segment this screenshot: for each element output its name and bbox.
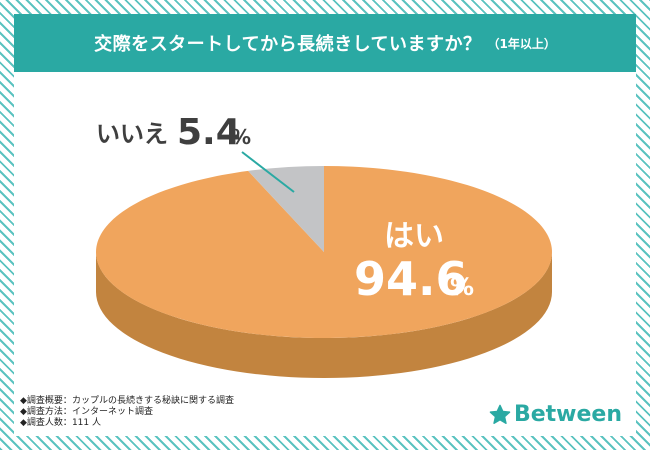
methodology-notes: ◆調査概要：カップルの長続きする秘訣に関する調査 ◆調査方法：インターネット調査… (20, 396, 234, 429)
yes-slice-value-label: 94.6 (354, 252, 468, 306)
chart-title: 交際をスタートしてから長続きしていますか？ (94, 34, 482, 55)
no-slice-label: いいえ 5.4 % (96, 112, 251, 153)
chart-title-note: （1年以上） (487, 36, 556, 51)
methodology-row: ◆調査方法：インターネット調査 (20, 407, 153, 417)
no-slice-category-label: いいえ (96, 120, 168, 148)
infographic-card: 交際をスタートしてから長続きしていますか？ （1年以上） いいえ 5.4 % は… (14, 14, 636, 436)
pie-slice-no (248, 166, 324, 252)
pie-chart: いいえ 5.4 % はい 94.6 % (96, 112, 553, 378)
pie-slices (96, 166, 553, 378)
title-bar: 交際をスタートしてから長続きしていますか？ （1年以上） (14, 14, 636, 72)
yes-slice-category-label: はい (384, 219, 444, 254)
methodology-value: 111 人 (71, 418, 101, 428)
pie-slice-yes (96, 166, 553, 338)
methodology-label: ◆調査概要 (20, 396, 63, 406)
no-slice-leader-line (241, 151, 295, 193)
yes-slice-percent-sign: % (450, 273, 474, 301)
methodology-label: ◆調査方法 (20, 407, 63, 417)
yes-slice-label: はい 94.6 % (354, 219, 474, 306)
logo-text: Between (513, 402, 622, 427)
methodology-row: ◆調査人数：111 人 (20, 418, 101, 428)
no-slice-value-label: 5.4 (177, 112, 241, 153)
methodology-label: ◆調査人数 (20, 418, 63, 428)
methodology-row: ◆調査概要：カップルの長続きする秘訣に関する調査 (20, 396, 234, 406)
no-slice-percent-sign: % (231, 125, 251, 149)
between-logo: Between (489, 402, 622, 427)
star-icon (489, 404, 511, 424)
methodology-value: インターネット調査 (71, 407, 153, 417)
methodology-value: カップルの長続きする秘訣に関する調査 (71, 396, 234, 406)
pie-side-yes (96, 252, 552, 378)
